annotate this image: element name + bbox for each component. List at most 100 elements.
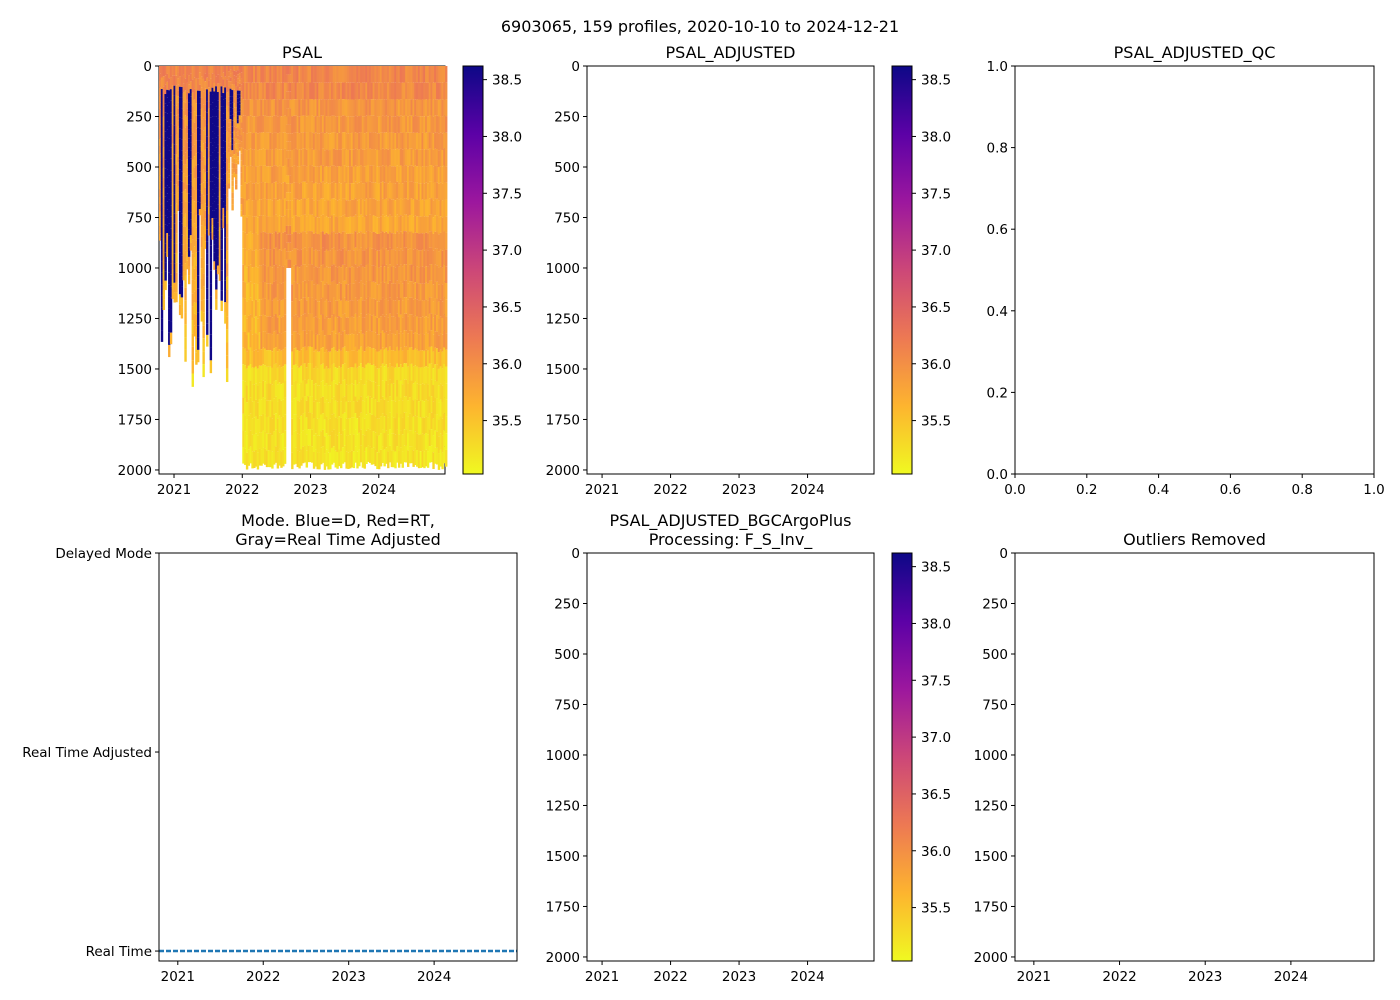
psal-cell [430,231,433,248]
psal-cell [263,165,267,183]
psal-cell [356,216,359,234]
psal-cell [385,281,388,299]
psal-cell [258,99,261,116]
psal-cell [189,181,193,190]
psal-cell [430,363,433,380]
psal-cell [321,148,325,166]
psal-cell [314,316,318,334]
psal-cell [435,315,439,332]
psal-cell [381,198,385,215]
psal-cell [283,314,287,332]
psal-cell [251,149,254,167]
psal-cell [417,216,421,234]
psal_bgcargoplus-colorbar-tick-label: 38.5 [921,560,951,576]
psal-cell [193,144,196,157]
psal-cell [166,137,169,146]
psal-cell [198,121,202,129]
psal-cell [180,234,184,245]
psal-cell [177,144,180,151]
psal-cell [367,346,370,363]
psal-cell [316,99,319,117]
psal-cell [385,182,388,199]
psal-cell [394,451,397,469]
psal-cell [274,214,278,232]
psal-cell [330,331,334,349]
psal-cell [399,198,403,216]
psal-cell [378,217,381,234]
psal-cell [329,318,332,335]
psal-cell [350,350,354,368]
psal-cell [376,301,379,318]
psal-cell [314,232,318,250]
psal-cell [273,82,276,100]
psal-cell [280,333,283,351]
psal-cell [426,149,430,167]
psal-cell [292,265,296,282]
psal-cell [388,214,392,232]
psal-cell [378,452,381,470]
psal-cell [184,127,187,140]
psal-cell [365,414,368,431]
psal-cell [412,82,415,100]
psal-cell [401,367,404,385]
psal-cell [200,247,204,258]
psal-cell [233,89,236,94]
psal-cell [278,282,281,300]
psal-cell [347,166,350,184]
psal-cell [198,103,202,110]
psal-cell [195,90,198,104]
psal-cell [403,214,406,232]
psal-cell [338,332,341,350]
psal-cell [271,99,274,117]
psal-cell [439,449,442,467]
psal-cell [372,348,375,365]
psal-cell [426,350,430,368]
psal-cell [361,317,365,334]
psal-cell [283,198,287,216]
psal-cell [372,132,375,149]
psal-cell [294,380,298,398]
psal-y-tick-label: 1000 [118,261,152,277]
psal-cell [298,451,301,469]
psal-cell [177,72,180,79]
psal-cell [247,365,251,383]
psal-cell [238,136,242,141]
psal-cell [441,250,444,268]
psal-cell [443,248,446,265]
psal-cell [379,82,383,100]
psal-cell [204,157,207,166]
psal-cell [387,200,390,217]
psal-cell [211,152,214,161]
psal-cell [285,108,289,117]
psal-cell [305,183,309,200]
psal-cell [282,99,285,117]
psal-cell [361,132,365,150]
psal-cell [423,267,426,284]
psal-cell [256,200,260,218]
psal-cell [345,250,348,268]
psal-cell [390,82,394,100]
psal-cell [311,280,314,298]
psal-cell [307,313,310,331]
psal-cell [421,417,424,434]
psal-cell [177,102,180,109]
psal-cell [430,214,433,232]
psal-cell [381,396,385,414]
psal-cell [387,82,390,100]
psal-cell [202,338,205,352]
psal-cell [278,382,281,399]
psal-cell [206,89,209,102]
psal-cell [254,416,258,434]
psal-cell [224,151,227,163]
psal-cell [216,248,220,257]
psal-cell [368,115,372,133]
psal-cell [204,165,207,173]
psal-cell [343,313,347,331]
psal-cell [296,333,299,351]
psal-cell [258,232,261,250]
psal-cell [216,92,220,101]
psal-cell [222,214,225,222]
psal-cell [206,159,209,172]
psal-cell [282,383,285,400]
psal-cell [178,232,182,243]
